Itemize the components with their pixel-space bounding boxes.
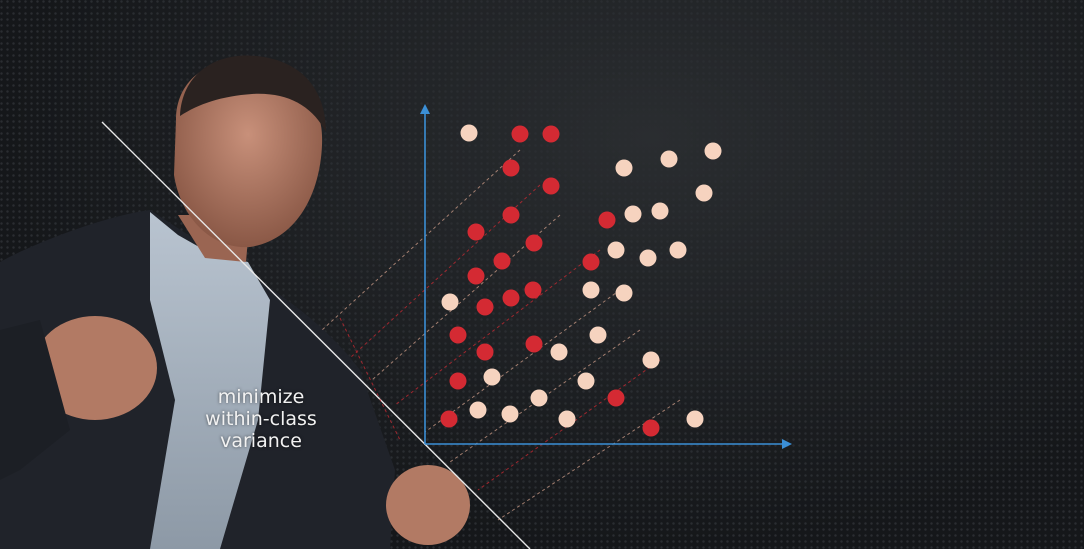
point-class-b [582,281,600,299]
point-class-a [440,410,458,428]
point-class-a [598,211,616,229]
presenter-head [174,59,323,248]
point-class-a [542,177,560,195]
presenter-left-arm [0,320,70,480]
presenter-right-fist [386,465,470,545]
point-class-a [542,125,560,143]
caption: minimize within-class variance [196,386,326,452]
chart-axes [420,104,792,449]
presenter-left-fist [33,316,157,420]
point-class-b [550,343,568,361]
y-axis-arrowhead [420,104,430,114]
projection-arrow [497,399,681,521]
point-class-b [651,202,669,220]
point-class-b [460,124,478,142]
point-class-b [469,401,487,419]
projection-arrow [394,249,601,406]
point-class-b [669,241,687,259]
point-class-a [511,125,529,143]
point-class-b [615,159,633,177]
projection-arrow [339,317,401,441]
point-class-a [642,419,660,437]
point-class-a [467,267,485,285]
point-class-a [449,372,467,390]
point-class-b [695,184,713,202]
point-class-b [501,405,519,423]
point-class-a [525,335,543,353]
point-class-b [642,351,660,369]
caption-line-1: minimize [217,386,305,408]
point-class-a [502,289,520,307]
point-class-a [493,252,511,270]
point-class-b [577,372,595,390]
point-class-b [615,284,633,302]
presenter [0,55,470,549]
point-class-b [686,410,704,428]
presenter-hair [180,55,326,132]
point-class-b [530,389,548,407]
scatter-points [440,124,722,437]
projection-arrow [321,149,521,331]
point-class-b [441,293,459,311]
point-class-b [589,326,607,344]
x-axis-arrowhead [782,439,792,449]
point-class-b [558,410,576,428]
point-class-a [525,234,543,252]
point-class-b [624,205,642,223]
caption-line-2: within-class [205,408,317,430]
point-class-a [502,206,520,224]
point-class-a [607,389,625,407]
point-class-a [582,253,600,271]
point-class-a [524,281,542,299]
projection-line [101,121,531,549]
point-class-a [449,326,467,344]
point-class-a [476,298,494,316]
point-class-a [467,223,485,241]
presenter-shirt [150,212,270,549]
point-class-b [704,142,722,160]
point-class-a [502,159,520,177]
point-class-b [660,150,678,168]
projection-arrow [424,289,621,433]
point-class-a [476,343,494,361]
projection-arrow [477,359,661,491]
point-class-b [607,241,625,259]
caption-line-3: variance [220,430,302,452]
point-class-b [483,368,501,386]
point-class-b [639,249,657,267]
